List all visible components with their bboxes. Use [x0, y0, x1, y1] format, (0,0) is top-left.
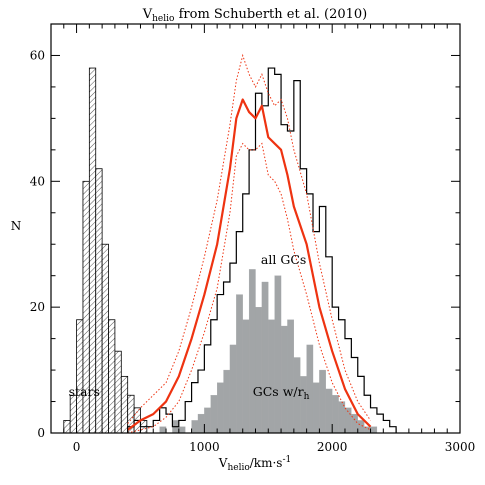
bar-gcs-w-r-h-8 — [191, 420, 199, 433]
chart-title-main: V — [142, 7, 153, 22]
x-tick-label: 1000 — [189, 440, 220, 454]
x-tick-label: 0 — [73, 440, 81, 454]
bar-stars-2 — [76, 319, 84, 433]
curves-layer — [127, 53, 372, 433]
bar-gcs-w-r-h-17 — [248, 269, 256, 433]
bar-stars-0 — [63, 420, 71, 433]
chart-title-sub: helio — [152, 14, 174, 24]
bar-gcs-w-r-h-6 — [178, 426, 186, 433]
bar-gcs-w-r-h-13 — [223, 369, 231, 433]
smooth-density-line — [127, 98, 372, 431]
y-tick-label: 40 — [30, 174, 45, 188]
annotation-gcs-rh-main: GCs w/r — [253, 384, 304, 399]
bar-stars-1 — [69, 394, 77, 433]
x-axis-label: Vhelio/km·s-1 — [218, 455, 291, 473]
smooth-upper-bound-line — [127, 53, 371, 424]
bar-gcs-w-r-h-21 — [274, 275, 282, 433]
x-tick-label: 3000 — [445, 440, 476, 454]
bar-gcs-w-r-h-23 — [287, 319, 294, 433]
annotation-all-gcs: all GCs — [261, 252, 306, 267]
annotation-gcs-rh: GCs w/rh — [253, 384, 310, 402]
bar-gcs-w-r-h-3 — [159, 426, 167, 433]
bar-gcs-w-r-h-34 — [357, 420, 365, 433]
bar-gcs-w-r-h-12 — [217, 382, 224, 433]
x-axis-label-rest: /km·s — [250, 456, 283, 470]
bar-gcs-w-r-h-20 — [268, 319, 275, 433]
bar-gcs-w-r-h-29 — [325, 388, 333, 433]
chart-title: Vhelio from Schuberth et al. (2010) — [142, 7, 368, 24]
bar-stars-6 — [101, 243, 109, 433]
bar-gcs-w-r-h-26 — [306, 344, 314, 433]
y-tick-label: 60 — [30, 48, 45, 62]
y-axis-label: N — [11, 219, 22, 233]
chart-title-rest: from Schuberth et al. (2010) — [174, 7, 367, 22]
bar-stars-9 — [120, 375, 129, 433]
bar-stars-8 — [114, 350, 122, 433]
x-axis-label-sup: -1 — [282, 455, 291, 465]
y-tick-label: 0 — [37, 426, 45, 440]
bar-gcs-w-r-h-16 — [242, 319, 250, 433]
bar-gcs-w-r-h-14 — [229, 344, 237, 433]
x-axis-label-main: V — [218, 456, 228, 470]
bar-gcs-w-r-h-10 — [204, 407, 211, 433]
bar-gcs-w-r-h-30 — [332, 395, 339, 433]
annotation-gcs-rh-sub: h — [304, 392, 310, 402]
bars-layer — [63, 67, 397, 433]
ticks-layer: 0 1000 2000 3000 0 20 40 60 — [30, 23, 476, 454]
bar-gcs-w-r-h-15 — [236, 294, 243, 433]
bar-gcs-w-r-h-36 — [370, 426, 378, 433]
bar-stars-4 — [88, 67, 97, 433]
bar-gcs-w-r-h-28 — [319, 369, 326, 433]
bar-gcs-w-r-h-18 — [255, 307, 263, 433]
bar-stars-7 — [108, 319, 116, 433]
y-tick-label: 20 — [30, 300, 45, 314]
x-tick-label: 2000 — [317, 440, 348, 454]
bar-gcs-w-r-h-11 — [210, 395, 218, 433]
bar-gcs-w-r-h-27 — [312, 382, 320, 433]
bar-gcs-w-r-h-22 — [280, 325, 288, 433]
bar-gcs-w-r-h-9 — [197, 413, 205, 433]
bar-gcs-w-r-h-19 — [261, 281, 269, 433]
x-axis-label-sub: helio — [227, 463, 249, 473]
annotation-stars: stars — [69, 384, 100, 399]
